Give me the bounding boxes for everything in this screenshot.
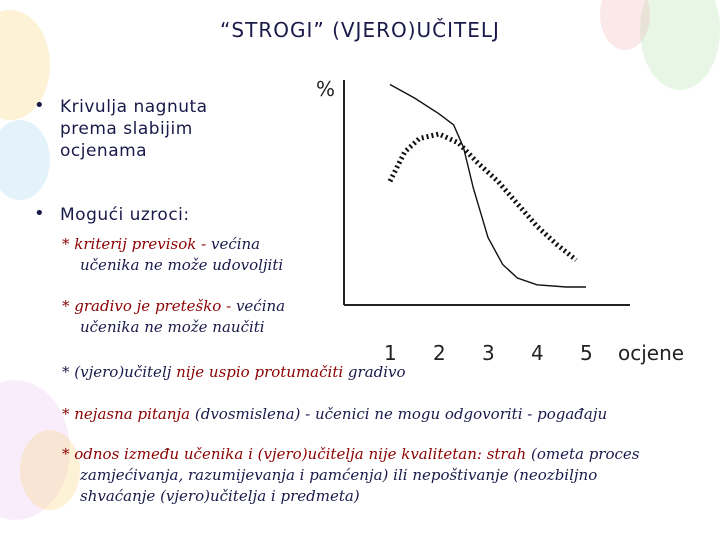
cause-text: * (vjero)učitelj (62, 363, 177, 381)
cause-text: gradivo (343, 363, 406, 381)
bullet-dot: • (34, 95, 46, 116)
background-balloon (0, 120, 50, 200)
cause-text: većina (235, 297, 286, 315)
bullet-possible-causes: • Mogući uzroci: (34, 203, 190, 226)
bullet-dot: • (34, 203, 46, 224)
bullet-curve-skew: • Krivulja nagnuta prema slabijim ocjena… (34, 95, 208, 162)
cause-text-emph: * odnos između učenika i (vjero)učitelja… (62, 445, 527, 463)
cause-text-emph: nije uspio protumačiti (176, 363, 344, 381)
cause-text-emph: * gradivo je preteško - (62, 297, 236, 315)
cause-text-cont: zamjećivanja, razumijevanja i pamćenja) … (80, 466, 598, 505)
bullet-line: prema slabijim (60, 119, 193, 139)
cause-text-emph: * kriterij previsok - (62, 235, 211, 253)
cause-text: (dvosmislena) - učenici ne mogu odgovori… (190, 405, 608, 423)
series-solid-curve (389, 83, 586, 288)
grade-distribution-chart: % ocjene 1 2 3 4 5 (316, 77, 684, 365)
cause-teacher-explanation: * (vjero)učitelj nije uspio protumačiti … (62, 362, 462, 383)
cause-text-emph: * nejasna pitanja (62, 405, 191, 423)
series-dotted-curve (387, 131, 578, 262)
background-balloon (20, 430, 80, 510)
x-tick-label: 4 (531, 341, 544, 365)
cause-text: (ometa proces (526, 445, 640, 463)
bullet-line: Krivulja nagnuta (60, 97, 208, 117)
cause-text-cont: učenika ne može udovoljiti (80, 256, 284, 274)
cause-unclear-questions: * nejasna pitanja (dvosmislena) - učenic… (62, 404, 702, 425)
y-axis-label: % (316, 77, 335, 101)
cause-text: većina (210, 235, 261, 253)
cause-text-cont: učenika ne može naučiti (80, 318, 265, 336)
x-tick-label: 3 (482, 341, 495, 365)
x-tick-label: 1 (384, 341, 397, 365)
cause-relationship: * odnos između učenika i (vjero)učitelja… (62, 444, 702, 507)
bullet-line: ocjenama (60, 141, 148, 161)
x-axis-label: ocjene (618, 341, 684, 365)
x-tick-label: 5 (580, 341, 593, 365)
slide-title: “STROGI” (VJERO)UČITELJ (220, 18, 500, 42)
bullet-line: Mogući uzroci: (60, 205, 190, 225)
x-tick-label: 2 (433, 341, 446, 365)
cause-material: * gradivo je preteško - većina učenika n… (62, 296, 322, 338)
cause-criterion: * kriterij previsok - većina učenika ne … (62, 234, 322, 276)
